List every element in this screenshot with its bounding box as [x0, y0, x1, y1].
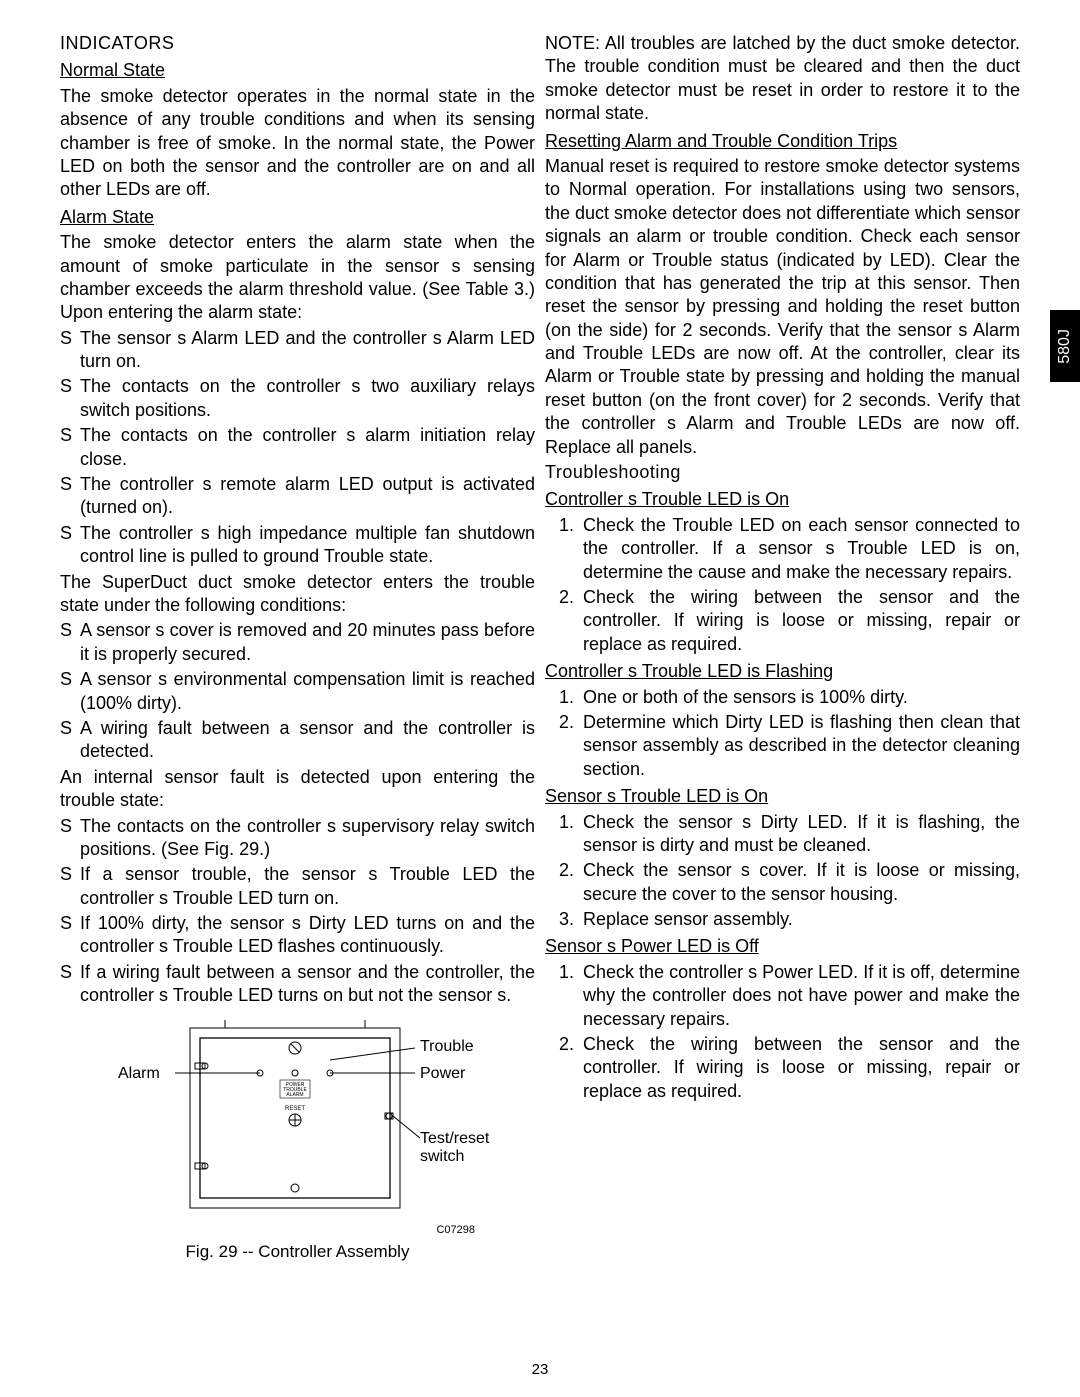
- sens-on-item: 1.Check the sensor s Dirty LED. If it is…: [545, 811, 1020, 858]
- reset-para: Manual reset is required to restore smok…: [545, 155, 1020, 459]
- right-column: NOTE: All troubles are latched by the du…: [545, 32, 1020, 1263]
- sens-on-item: 2.Check the sensor s cover. If it is loo…: [545, 859, 1020, 906]
- reset-heading: Resetting Alarm and Trouble Condition Tr…: [545, 130, 1020, 153]
- ctl-on-heading: Controller s Trouble LED is On: [545, 488, 1020, 511]
- note-para: NOTE: All troubles are latched by the du…: [545, 32, 1020, 126]
- svg-text:switch: switch: [420, 1148, 464, 1165]
- normal-state-heading: Normal State: [60, 59, 535, 82]
- indicators-heading: INDICATORS: [60, 32, 535, 55]
- sens-on-heading: Sensor s Trouble LED is On: [545, 785, 1020, 808]
- super-bullet: SA sensor s environmental compensation l…: [60, 668, 535, 715]
- alarm-bullet: SThe controller s high impedance multipl…: [60, 522, 535, 569]
- sens-on-item: 3.Replace sensor assembly.: [545, 908, 1020, 931]
- ctl-on-item: 1.Check the Trouble LED on each sensor c…: [545, 514, 1020, 584]
- controller-assembly-diagram: POWER TROUBLE ALARM RESET: [60, 1018, 520, 1223]
- sens-off-heading: Sensor s Power LED is Off: [545, 935, 1020, 958]
- alarm-state-para: The smoke detector enters the alarm stat…: [60, 231, 535, 325]
- svg-text:ALARM: ALARM: [286, 1092, 303, 1098]
- alarm-state-heading: Alarm State: [60, 206, 535, 229]
- alarm-bullet: SThe contacts on the controller s two au…: [60, 375, 535, 422]
- troubleshooting-heading: Troubleshooting: [545, 461, 1020, 484]
- ctl-flash-heading: Controller s Trouble LED is Flashing: [545, 660, 1020, 683]
- sens-off-item: 1.Check the controller s Power LED. If i…: [545, 961, 1020, 1031]
- page-number: 23: [0, 1360, 1080, 1380]
- super-bullet: SA wiring fault between a sensor and the…: [60, 717, 535, 764]
- internal-bullet: SIf a sensor trouble, the sensor s Troub…: [60, 863, 535, 910]
- side-tab: 580J: [1050, 310, 1080, 382]
- normal-state-para: The smoke detector operates in the norma…: [60, 85, 535, 202]
- two-column-layout: INDICATORS Normal State The smoke detect…: [60, 32, 1020, 1263]
- power-label: Power: [420, 1065, 466, 1082]
- left-column: INDICATORS Normal State The smoke detect…: [60, 32, 535, 1263]
- internal-bullet: SIf 100% dirty, the sensor s Dirty LED t…: [60, 912, 535, 959]
- test-reset-label: Test/reset: [420, 1130, 490, 1147]
- internal-bullet: SIf a wiring fault between a sensor and …: [60, 961, 535, 1008]
- ctl-flash-item: 1.One or both of the sensors is 100% dir…: [545, 686, 1020, 709]
- alarm-bullet: SThe contacts on the controller s alarm …: [60, 424, 535, 471]
- sens-off-item: 2.Check the wiring between the sensor an…: [545, 1033, 1020, 1103]
- alarm-bullet: SThe controller s remote alarm LED outpu…: [60, 473, 535, 520]
- ctl-flash-item: 2.Determine which Dirty LED is flashing …: [545, 711, 1020, 781]
- alarm-bullet: SThe sensor s Alarm LED and the controll…: [60, 327, 535, 374]
- svg-text:RESET: RESET: [285, 1106, 305, 1112]
- ctl-on-item: 2.Check the wiring between the sensor an…: [545, 586, 1020, 656]
- trouble-label: Trouble: [420, 1038, 474, 1055]
- internal-para: An internal sensor fault is detected upo…: [60, 766, 535, 813]
- bullet-marker: S: [60, 327, 80, 374]
- super-bullet: SA sensor s cover is removed and 20 minu…: [60, 619, 535, 666]
- internal-bullet: SThe contacts on the controller s superv…: [60, 815, 535, 862]
- alarm-label: Alarm: [118, 1065, 160, 1082]
- superduct-para: The SuperDuct duct smoke detector enters…: [60, 571, 535, 618]
- figure-29: POWER TROUBLE ALARM RESET: [60, 1018, 535, 1263]
- figure-caption: Fig. 29 -- Controller Assembly: [60, 1241, 535, 1263]
- figure-code: C07298: [60, 1223, 535, 1237]
